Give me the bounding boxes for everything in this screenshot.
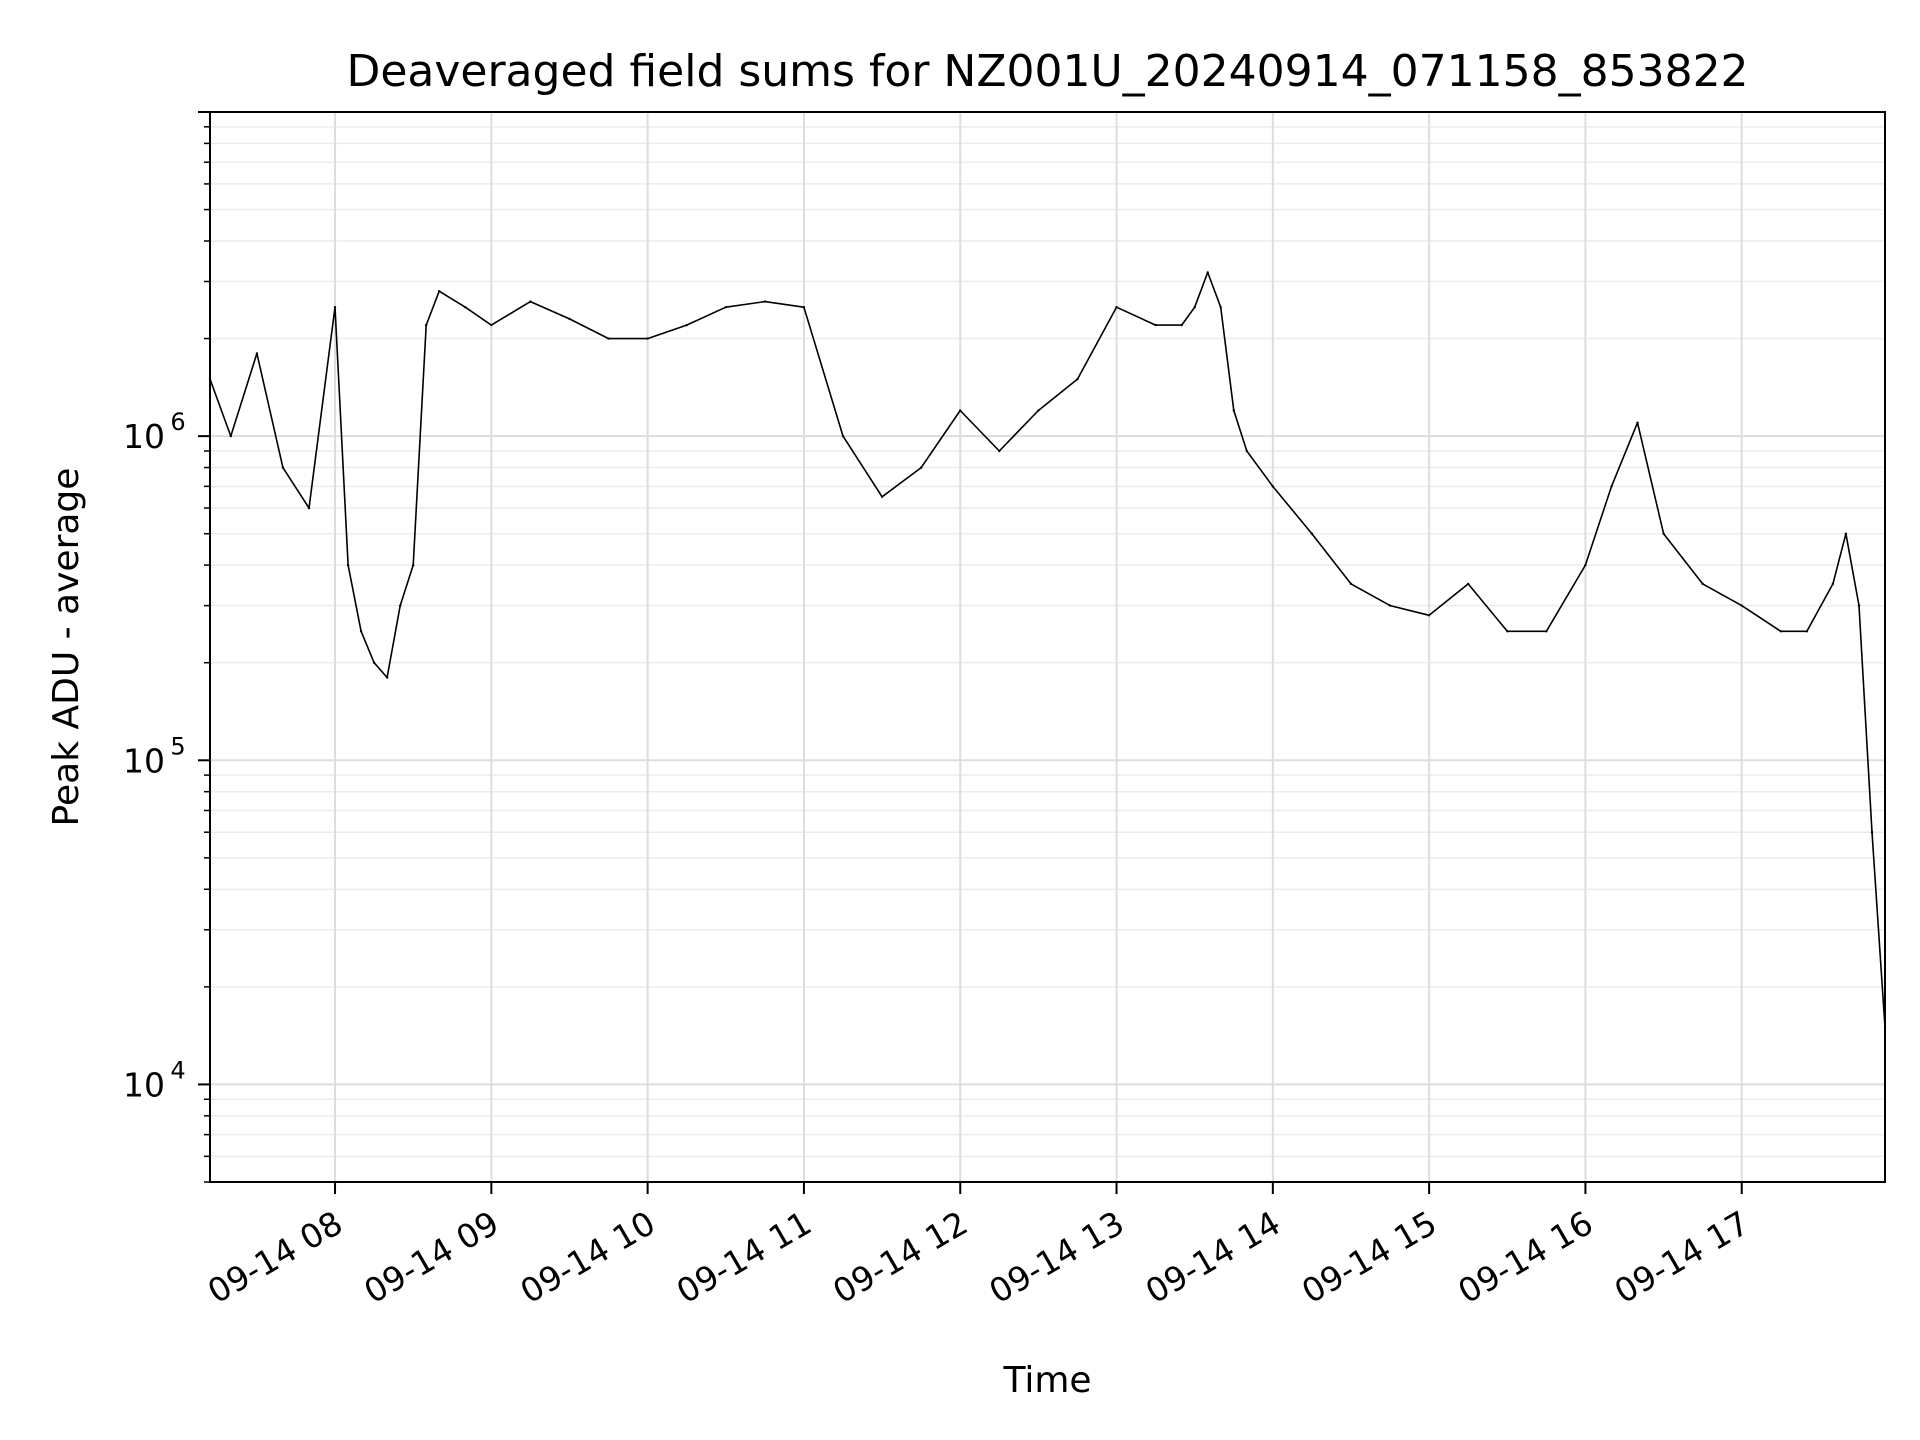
data-point — [372, 661, 376, 664]
data-point — [229, 434, 232, 438]
y-tick-label: 10 — [123, 1065, 165, 1104]
y-tick-label: 10 — [123, 417, 165, 456]
data-point — [1857, 604, 1861, 607]
data-point — [1219, 306, 1222, 309]
series-line — [209, 271, 1886, 1028]
data-point — [998, 449, 1001, 453]
data-point — [425, 323, 428, 327]
data-point — [333, 306, 337, 309]
data-point — [724, 306, 727, 309]
x-axis-label: Time — [1002, 1360, 1091, 1401]
data-point — [1076, 377, 1079, 381]
data-point — [255, 352, 259, 355]
data-point — [1154, 323, 1157, 327]
data-point — [1701, 582, 1704, 586]
data-point — [1349, 582, 1353, 586]
grid-minor — [210, 126, 1885, 1183]
data-point — [399, 604, 402, 607]
data-point — [385, 676, 389, 679]
data-point — [763, 300, 767, 303]
data-point — [1388, 604, 1392, 607]
data-point — [1115, 306, 1118, 309]
y-tick-label-exponent: 6 — [170, 408, 185, 436]
data-point — [920, 466, 923, 469]
data-point — [1662, 532, 1665, 535]
data-point — [1467, 582, 1470, 586]
data-point — [359, 630, 363, 633]
data-point — [1610, 485, 1613, 488]
data-point — [1310, 532, 1314, 535]
data-point — [529, 300, 532, 303]
data-point — [1636, 421, 1639, 424]
y-axis-label: Peak ADU - average — [46, 468, 87, 827]
data-point — [959, 409, 962, 412]
data-point — [880, 495, 884, 498]
data-point — [1037, 409, 1040, 412]
data-point — [685, 323, 688, 327]
plot-frame — [209, 111, 1886, 1183]
data-point — [1805, 630, 1809, 633]
data-point — [568, 317, 571, 321]
y-tick-label-exponent: 4 — [170, 1056, 185, 1084]
data-point — [1584, 563, 1587, 567]
data-point — [1779, 630, 1783, 633]
data-point — [802, 306, 806, 309]
data-point — [1831, 582, 1835, 586]
data-point — [841, 434, 845, 438]
data-point — [346, 563, 350, 567]
chart-title: Deaveraged field sums for NZ001U_2024091… — [346, 46, 1748, 97]
data-point — [307, 506, 311, 510]
data-point — [1545, 630, 1548, 633]
data-point — [1844, 532, 1848, 535]
data-point — [1427, 614, 1431, 617]
data-point — [1870, 831, 1874, 834]
data-point — [607, 337, 610, 340]
data-point — [490, 323, 493, 327]
data-point — [1232, 409, 1236, 412]
data-point — [1506, 630, 1509, 633]
data-point — [1740, 604, 1743, 607]
data-point — [438, 290, 441, 293]
grid-major — [210, 111, 1885, 1182]
data-point — [1180, 323, 1183, 327]
data-point — [1193, 306, 1196, 309]
y-tick-label: 10 — [123, 741, 165, 780]
series-layer — [208, 271, 1887, 1029]
data-point — [1206, 271, 1209, 274]
data-point — [1245, 449, 1249, 453]
data-point — [281, 466, 285, 469]
data-point — [464, 306, 467, 309]
data-point — [412, 563, 415, 567]
data-point — [1271, 485, 1275, 488]
data-point — [646, 337, 649, 340]
y-tick-label-exponent: 5 — [170, 732, 185, 760]
